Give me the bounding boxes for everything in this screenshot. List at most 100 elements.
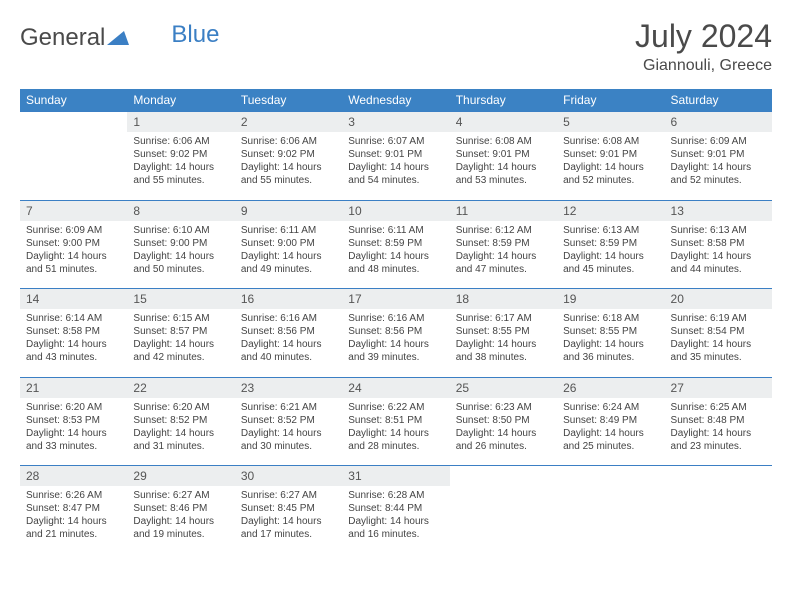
day1-text: Daylight: 14 hours [671,250,766,263]
day-content-cell: Sunrise: 6:06 AMSunset: 9:02 PMDaylight:… [235,132,342,200]
sunset-text: Sunset: 8:59 PM [563,237,658,250]
sunrise-text: Sunrise: 6:28 AM [348,489,443,502]
day1-text: Daylight: 14 hours [456,250,551,263]
sunset-text: Sunset: 8:47 PM [26,502,121,515]
day-content-cell: Sunrise: 6:16 AMSunset: 8:56 PMDaylight:… [342,309,449,377]
day1-text: Daylight: 14 hours [348,250,443,263]
day-number-row: 123456 [20,112,772,133]
day1-text: Daylight: 14 hours [348,427,443,440]
day-content-cell: Sunrise: 6:20 AMSunset: 8:52 PMDaylight:… [127,398,234,466]
day1-text: Daylight: 14 hours [456,427,551,440]
sunset-text: Sunset: 8:56 PM [241,325,336,338]
sunrise-text: Sunrise: 6:16 AM [241,312,336,325]
sunrise-text: Sunrise: 6:27 AM [133,489,228,502]
day-number-cell: 21 [20,377,127,398]
brand-logo: General Blue [20,18,219,52]
sunrise-text: Sunrise: 6:11 AM [241,224,336,237]
sunset-text: Sunset: 8:59 PM [348,237,443,250]
sunrise-text: Sunrise: 6:15 AM [133,312,228,325]
sunset-text: Sunset: 9:01 PM [348,148,443,161]
day1-text: Daylight: 14 hours [26,338,121,351]
day-content-cell: Sunrise: 6:11 AMSunset: 9:00 PMDaylight:… [235,221,342,289]
day-content-cell: Sunrise: 6:11 AMSunset: 8:59 PMDaylight:… [342,221,449,289]
sunset-text: Sunset: 8:44 PM [348,502,443,515]
day-content-row: Sunrise: 6:20 AMSunset: 8:53 PMDaylight:… [20,398,772,466]
day-number-row: 78910111213 [20,200,772,221]
day-number-cell: 19 [557,289,664,310]
day1-text: Daylight: 14 hours [563,250,658,263]
day-content-cell: Sunrise: 6:07 AMSunset: 9:01 PMDaylight:… [342,132,449,200]
day-content-cell: Sunrise: 6:17 AMSunset: 8:55 PMDaylight:… [450,309,557,377]
day-content-cell [665,486,772,554]
day-content-cell [557,486,664,554]
day-content-cell: Sunrise: 6:12 AMSunset: 8:59 PMDaylight:… [450,221,557,289]
day2-text: and 30 minutes. [241,440,336,453]
day-number-row: 21222324252627 [20,377,772,398]
day1-text: Daylight: 14 hours [348,515,443,528]
day1-text: Daylight: 14 hours [456,338,551,351]
day-number-cell [665,466,772,487]
day-content-cell: Sunrise: 6:21 AMSunset: 8:52 PMDaylight:… [235,398,342,466]
day-content-cell: Sunrise: 6:27 AMSunset: 8:46 PMDaylight:… [127,486,234,554]
day1-text: Daylight: 14 hours [671,161,766,174]
day-number-cell: 11 [450,200,557,221]
day-content-cell: Sunrise: 6:13 AMSunset: 8:58 PMDaylight:… [665,221,772,289]
day2-text: and 40 minutes. [241,351,336,364]
day1-text: Daylight: 14 hours [348,161,443,174]
weekday-header: Monday [127,89,234,112]
sunrise-text: Sunrise: 6:23 AM [456,401,551,414]
day-content-cell: Sunrise: 6:18 AMSunset: 8:55 PMDaylight:… [557,309,664,377]
day-number-cell: 26 [557,377,664,398]
day-number-cell: 16 [235,289,342,310]
day1-text: Daylight: 14 hours [133,161,228,174]
logo-triangle-icon [107,24,129,52]
sunrise-text: Sunrise: 6:20 AM [26,401,121,414]
day1-text: Daylight: 14 hours [348,338,443,351]
sunrise-text: Sunrise: 6:20 AM [133,401,228,414]
calendar-table: Sunday Monday Tuesday Wednesday Thursday… [20,89,772,554]
sunset-text: Sunset: 8:55 PM [456,325,551,338]
day-number-row: 14151617181920 [20,289,772,310]
day2-text: and 52 minutes. [671,174,766,187]
day2-text: and 26 minutes. [456,440,551,453]
day2-text: and 53 minutes. [456,174,551,187]
brand-part1: General [20,24,105,52]
day1-text: Daylight: 14 hours [241,515,336,528]
day-number-cell: 23 [235,377,342,398]
sunset-text: Sunset: 8:46 PM [133,502,228,515]
sunset-text: Sunset: 8:59 PM [456,237,551,250]
day-number-row: 28293031 [20,466,772,487]
day2-text: and 35 minutes. [671,351,766,364]
day-content-cell: Sunrise: 6:13 AMSunset: 8:59 PMDaylight:… [557,221,664,289]
sunrise-text: Sunrise: 6:13 AM [671,224,766,237]
day-number-cell [450,466,557,487]
sunrise-text: Sunrise: 6:09 AM [26,224,121,237]
day1-text: Daylight: 14 hours [241,427,336,440]
sunset-text: Sunset: 9:02 PM [241,148,336,161]
sunset-text: Sunset: 9:00 PM [241,237,336,250]
sunrise-text: Sunrise: 6:22 AM [348,401,443,414]
day-content-cell [20,132,127,200]
sunset-text: Sunset: 8:50 PM [456,414,551,427]
weekday-header: Sunday [20,89,127,112]
sunrise-text: Sunrise: 6:18 AM [563,312,658,325]
sunset-text: Sunset: 8:55 PM [563,325,658,338]
day2-text: and 19 minutes. [133,528,228,541]
day2-text: and 23 minutes. [671,440,766,453]
day2-text: and 51 minutes. [26,263,121,276]
day2-text: and 25 minutes. [563,440,658,453]
day-number-cell: 12 [557,200,664,221]
sunset-text: Sunset: 9:00 PM [133,237,228,250]
day-number-cell: 2 [235,112,342,133]
sunrise-text: Sunrise: 6:16 AM [348,312,443,325]
sunset-text: Sunset: 8:53 PM [26,414,121,427]
weekday-header-row: Sunday Monday Tuesday Wednesday Thursday… [20,89,772,112]
day1-text: Daylight: 14 hours [133,250,228,263]
day-number-cell: 18 [450,289,557,310]
day2-text: and 36 minutes. [563,351,658,364]
sunset-text: Sunset: 8:51 PM [348,414,443,427]
sunset-text: Sunset: 9:01 PM [671,148,766,161]
day1-text: Daylight: 14 hours [133,427,228,440]
day2-text: and 47 minutes. [456,263,551,276]
day-content-cell: Sunrise: 6:09 AMSunset: 9:00 PMDaylight:… [20,221,127,289]
